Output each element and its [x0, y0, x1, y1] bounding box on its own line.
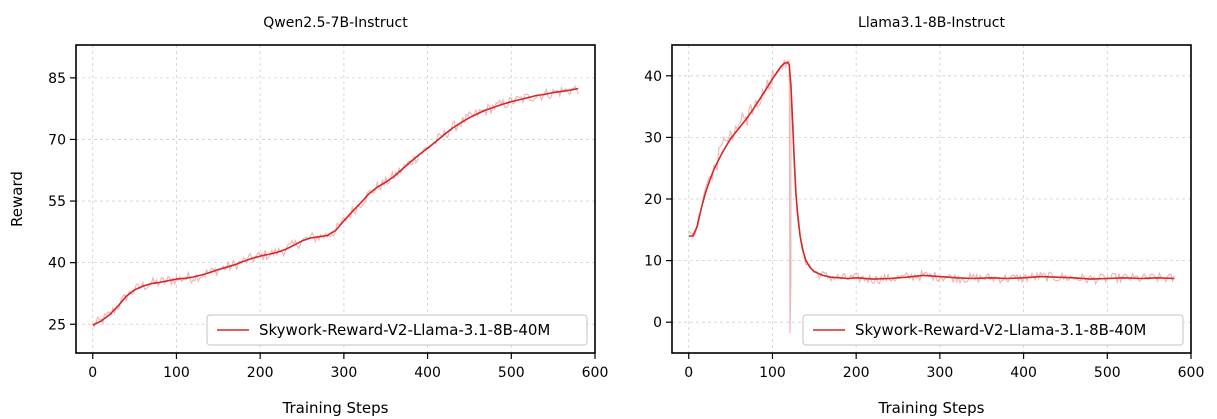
series-raw-line [92, 84, 579, 328]
x-tick-label: 500 [498, 365, 525, 381]
x-axis-label: Training Steps [282, 399, 389, 417]
y-tick-label: 30 [644, 130, 662, 146]
x-tick-label: 200 [843, 365, 870, 381]
y-tick-label: 25 [48, 317, 66, 333]
chart-title: Qwen2.5-7B-Instruct [263, 15, 408, 31]
x-tick-label: 600 [1178, 365, 1205, 381]
x-axis-label: Training Steps [878, 399, 985, 417]
x-tick-label: 300 [927, 365, 954, 381]
y-tick-label: 70 [48, 132, 66, 148]
legend-box [206, 314, 588, 346]
axes-frame [75, 44, 596, 354]
x-tick-label: 0 [684, 365, 693, 381]
x-tick-label: 200 [247, 365, 274, 381]
chart-panel-qwen: 0 100 200 300 400 500 600 25 40 55 70 85 Qwen2.5-7B… [8, 15, 608, 417]
x-tick-label: 0 [88, 365, 97, 381]
y-axis-label: Reward [8, 171, 26, 227]
x-tick-label: 500 [1094, 365, 1121, 381]
y-tick-label: 20 [644, 192, 662, 208]
y-tick-label: 40 [48, 256, 66, 272]
series-line [92, 87, 579, 326]
legend: Skywork-Reward-V2-Llama-3.1-8B-40M [206, 314, 588, 346]
y-tick-label: 55 [48, 194, 66, 210]
x-tick-label: 600 [582, 365, 609, 381]
x-tick-label: 100 [163, 365, 190, 381]
chart-panel-llama: 0 100 200 300 400 500 600 0 10 20 30 40 Llama3.1-8B… [644, 15, 1204, 417]
x-tick-label: 400 [414, 365, 441, 381]
series-line [688, 61, 1175, 280]
x-tick-label: 100 [759, 365, 786, 381]
legend: Skywork-Reward-V2-Llama-3.1-8B-40M [802, 314, 1184, 346]
legend-entry: Skywork-Reward-V2-Llama-3.1-8B-40M [855, 321, 1146, 339]
x-tick-label: 400 [1010, 365, 1037, 381]
y-tick-label: 0 [653, 315, 662, 331]
y-tick-label: 85 [48, 71, 66, 87]
y-tick-label: 10 [644, 254, 662, 270]
legend-box [802, 314, 1184, 346]
y-tick-label: 40 [644, 69, 662, 85]
x-tick-label: 300 [331, 365, 358, 381]
series-raw-line [688, 59, 1175, 334]
chart-title: Llama3.1-8B-Instruct [858, 15, 1005, 31]
legend-entry: Skywork-Reward-V2-Llama-3.1-8B-40M [259, 321, 550, 339]
